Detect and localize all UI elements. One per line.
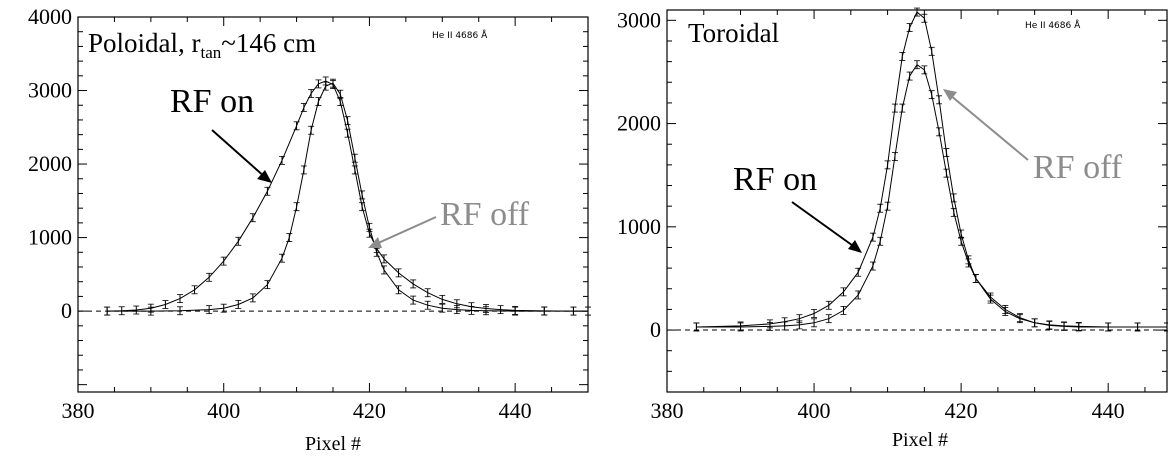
y-tick-label: 3000 bbox=[28, 78, 72, 103]
y-tick-labels: 0 1000 2000 3000 bbox=[617, 7, 661, 342]
rf-on-arrow bbox=[211, 129, 267, 179]
y-tick-label: 2000 bbox=[28, 151, 72, 176]
y-tick-label: 4000 bbox=[28, 4, 72, 29]
y-tick-labels: 0 1000 2000 3000 4000 bbox=[28, 4, 72, 323]
rf-on-arrow bbox=[791, 201, 857, 249]
x-tick-label: 440 bbox=[1092, 398, 1125, 423]
rf-on-arrowhead bbox=[257, 170, 272, 183]
chart-title-subscript: tan bbox=[201, 43, 222, 62]
x-tick-labels: 380 400 420 440 bbox=[62, 398, 532, 423]
x-tick-label: 420 bbox=[353, 398, 386, 423]
x-tick-label: 380 bbox=[651, 398, 684, 423]
chart-title: Poloidal, rtan~146 cm bbox=[88, 28, 316, 62]
y-tick-label: 1000 bbox=[617, 214, 661, 239]
rf-off-arrow bbox=[949, 94, 1029, 161]
toroidal-panel: 0 1000 2000 3000 380 400 420 440 Toroida… bbox=[617, 7, 1168, 451]
x-tick-label: 400 bbox=[798, 398, 831, 423]
rf-off-arrow bbox=[375, 216, 437, 245]
chart-title: Toroidal bbox=[688, 18, 779, 48]
line-annotation: He II 4686 Å bbox=[1025, 19, 1081, 31]
y-tick-label: 0 bbox=[650, 317, 661, 342]
x-tick-label: 420 bbox=[945, 398, 978, 423]
rf-on-arrowhead bbox=[848, 240, 862, 253]
series-lines bbox=[693, 7, 1168, 332]
x-axis-label: Pixel # bbox=[892, 429, 948, 451]
rf-off-label: RF off bbox=[440, 196, 530, 233]
x-tick-label: 440 bbox=[499, 398, 532, 423]
line-annotation: He II 4686 Å bbox=[432, 29, 488, 41]
y-tick-label: 2000 bbox=[617, 111, 661, 136]
rf-on-label: RF on bbox=[170, 83, 254, 120]
x-tick-label: 380 bbox=[62, 398, 95, 423]
tick-marks bbox=[666, 10, 1167, 393]
rf-off-arrowhead bbox=[943, 89, 957, 101]
y-tick-label: 1000 bbox=[28, 225, 72, 250]
rf-off-label: RF off bbox=[1033, 149, 1123, 186]
x-axis-label: Pixel # bbox=[305, 433, 361, 455]
chart-title-main: Poloidal, r bbox=[88, 28, 201, 58]
chart-title-tail: ~146 cm bbox=[221, 28, 316, 58]
rf-off-series-line bbox=[696, 63, 1167, 328]
rf-off-series-line bbox=[107, 82, 588, 312]
series-lines bbox=[104, 76, 591, 316]
y-tick-label: 0 bbox=[61, 298, 72, 323]
x-tick-labels: 380 400 420 440 bbox=[651, 398, 1125, 423]
rf-off-arrowhead bbox=[368, 237, 382, 248]
y-tick-label: 3000 bbox=[617, 7, 661, 32]
poloidal-panel: 0 1000 2000 3000 4000 380 400 420 440 Po… bbox=[28, 4, 591, 455]
tick-marks bbox=[77, 16, 589, 392]
rf-on-label: RF on bbox=[733, 161, 817, 198]
x-tick-label: 400 bbox=[207, 398, 240, 423]
